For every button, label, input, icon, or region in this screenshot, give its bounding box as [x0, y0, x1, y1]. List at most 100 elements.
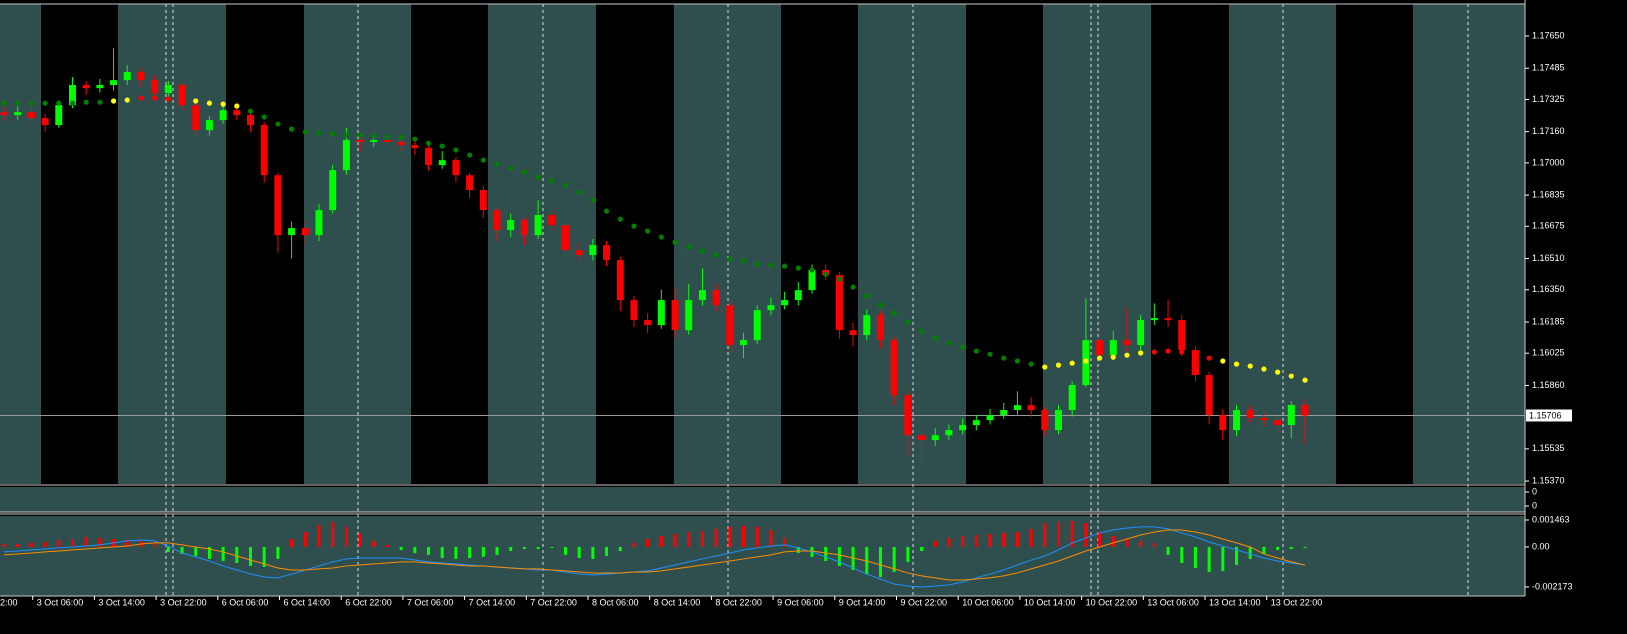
candle-body	[1041, 410, 1049, 431]
y-tick-label: 1.16510	[1532, 253, 1565, 263]
candle-body	[808, 270, 816, 291]
candle-body	[685, 300, 693, 331]
ma-dot	[713, 252, 719, 258]
candle-body	[1178, 320, 1186, 351]
ma-dot	[1288, 373, 1294, 379]
ma-dot	[220, 101, 226, 107]
histogram-bar	[468, 546, 472, 559]
candle-body	[918, 435, 926, 441]
ma-dot	[453, 147, 459, 153]
candle-body	[14, 112, 22, 116]
ma-dot	[877, 302, 884, 308]
histogram-bar	[1152, 542, 1156, 547]
candle-body	[397, 142, 405, 146]
candle-body	[767, 305, 775, 311]
histogram-bar	[673, 533, 677, 547]
session-band	[226, 4, 304, 484]
candle-body	[493, 210, 501, 231]
histogram-bar	[358, 532, 362, 547]
histogram-bar	[550, 546, 554, 548]
candle-body	[671, 300, 679, 331]
candle-body	[1246, 410, 1254, 419]
ma-dot	[1206, 355, 1212, 361]
ma-dot	[1138, 350, 1144, 356]
histogram-bar	[1221, 546, 1225, 571]
ma-dot	[1192, 352, 1199, 358]
candle-body	[96, 85, 104, 89]
candle-body	[520, 220, 528, 236]
ma-dot	[1, 100, 7, 106]
ma-dot	[56, 100, 62, 106]
ma-dot	[836, 276, 842, 282]
ma-dot	[425, 140, 432, 146]
ma-dot	[1233, 361, 1240, 367]
ma-dot	[603, 208, 610, 214]
y-tick-label: 1.17160	[1532, 126, 1565, 136]
histogram-bar	[1015, 532, 1019, 547]
indicator-line	[3, 526, 1306, 588]
current-price-label: 1.15706	[1529, 410, 1562, 420]
ma-dot	[439, 143, 445, 149]
candle-body	[1219, 415, 1227, 431]
ma-dot	[152, 95, 158, 101]
ma-dot	[754, 261, 760, 267]
histogram-bar	[522, 546, 526, 549]
x-tick-label: 7 Oct 06:00	[407, 597, 454, 607]
ma-dot	[782, 263, 788, 269]
ma-dot	[973, 348, 979, 354]
ma-dot	[124, 97, 130, 103]
ma-dot	[590, 197, 596, 203]
candle-body	[1191, 350, 1199, 376]
ma-dot	[1151, 349, 1157, 355]
histogram-bar	[1070, 520, 1074, 547]
ma-dot	[384, 134, 391, 140]
y-tick-label: 0	[1532, 486, 1537, 496]
candle-body	[425, 148, 433, 166]
candle-body	[55, 105, 63, 126]
y-tick-label: 1.15370	[1532, 475, 1565, 485]
ma-dot	[1124, 352, 1130, 358]
session-band	[1336, 4, 1413, 484]
candle-body	[1123, 340, 1131, 346]
histogram-bar	[262, 546, 266, 568]
histogram-bar	[495, 546, 499, 555]
histogram-bar	[714, 528, 718, 547]
histogram-bar	[605, 546, 609, 556]
histogram-bar	[1166, 546, 1170, 555]
x-tick-label: 8 Oct 14:00	[654, 597, 701, 607]
ma-dot	[138, 95, 144, 101]
ma-dot	[823, 271, 829, 277]
candle-body	[794, 290, 802, 301]
histogram-bar	[1043, 523, 1047, 547]
ma-dot	[467, 152, 473, 158]
ma-dot	[658, 234, 664, 240]
candle-body	[370, 140, 378, 143]
histogram-bar	[618, 546, 622, 552]
ma-dot	[412, 136, 418, 142]
session-band	[1151, 4, 1229, 484]
candle-body	[1027, 405, 1035, 411]
histogram-bar	[563, 546, 567, 555]
candle-body	[863, 315, 871, 336]
ma-dot	[1028, 361, 1034, 367]
histogram-bar	[427, 546, 431, 555]
histogram-bar	[29, 542, 33, 547]
ma-dot	[699, 248, 706, 254]
candle-body	[1233, 410, 1241, 431]
y-tick-label: -0.002173	[1532, 581, 1573, 591]
histogram-bar	[399, 546, 403, 550]
candle-body	[781, 300, 789, 306]
y-tick-label: 1.17650	[1532, 30, 1565, 40]
histogram-bar	[454, 546, 458, 559]
histogram-bar	[824, 546, 828, 561]
histogram-bar	[742, 525, 746, 547]
ma-dot	[905, 319, 911, 325]
histogram-bar	[413, 546, 417, 554]
session-band	[966, 4, 1043, 484]
histogram-bar	[769, 530, 773, 547]
histogram-bar	[837, 546, 841, 566]
histogram-bar	[1002, 532, 1006, 547]
session-band	[411, 4, 488, 484]
ma-dot	[494, 161, 500, 167]
